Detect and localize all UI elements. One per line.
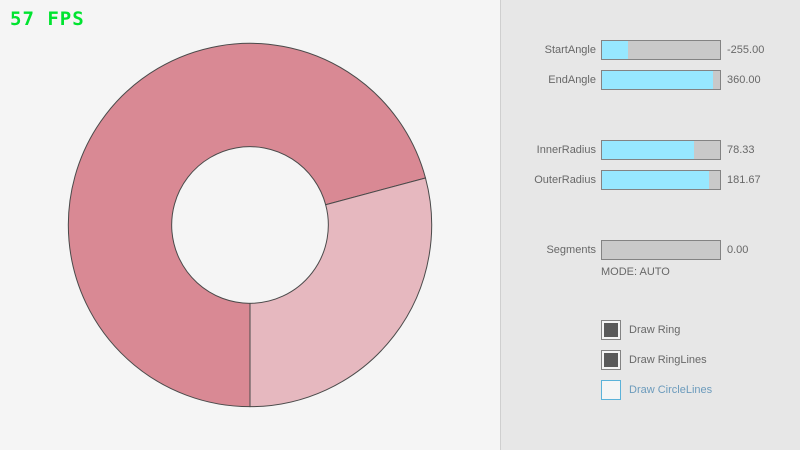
checkbox-row-draw-ringlines: Draw RingLines xyxy=(501,350,800,370)
draw-ringlines-checkbox[interactable] xyxy=(601,350,621,370)
draw-ring-checkbox[interactable] xyxy=(601,320,621,340)
mode-label: MODE: AUTO xyxy=(601,266,670,278)
end-angle-slider[interactable] xyxy=(601,70,721,90)
outer-radius-value: 181.67 xyxy=(727,174,761,186)
ring-segment-double-pass-dark xyxy=(67,42,427,408)
end-angle-value: 360.00 xyxy=(727,74,761,86)
start-angle-label: StartAngle xyxy=(544,44,596,56)
draw-circlelines-checkbox[interactable] xyxy=(601,380,621,400)
draw-ring-checkbox-label: Draw Ring xyxy=(629,324,681,336)
slider-row-outer-radius: OuterRadius 181.67 xyxy=(501,170,800,190)
slider-row-segments: Segments 0.00 xyxy=(501,240,800,260)
segments-slider[interactable] xyxy=(601,240,721,260)
inner-radius-value: 78.33 xyxy=(727,144,755,156)
slider-row-start-angle: StartAngle -255.00 xyxy=(501,40,800,60)
inner-radius-slider[interactable] xyxy=(601,140,721,160)
start-angle-slider[interactable] xyxy=(601,40,721,60)
segments-value: 0.00 xyxy=(727,244,749,256)
start-angle-slider-fill xyxy=(602,41,628,59)
slider-row-end-angle: EndAngle 360.00 xyxy=(501,70,800,90)
ring-segment-single-pass-light xyxy=(249,177,433,408)
fps-counter: 57 FPS xyxy=(10,8,85,30)
end-angle-label: EndAngle xyxy=(548,74,596,86)
draw-circlelines-checkbox-label: Draw CircleLines xyxy=(629,384,713,396)
outer-radius-slider[interactable] xyxy=(601,170,721,190)
outer-radius-label: OuterRadius xyxy=(534,174,596,186)
checkbox-row-draw-circlelines: Draw CircleLines xyxy=(501,380,800,400)
outer-radius-slider-fill xyxy=(602,171,710,189)
draw-ringlines-checkbox-label: Draw RingLines xyxy=(629,354,707,366)
controls-panel: StartAngle -255.00 EndAngle 360.00 Inner… xyxy=(500,0,800,450)
start-angle-value: -255.00 xyxy=(727,44,765,56)
slider-row-inner-radius: InnerRadius 78.33 xyxy=(501,140,800,160)
segments-label: Segments xyxy=(546,244,596,256)
inner-radius-label: InnerRadius xyxy=(536,144,596,156)
inner-radius-slider-fill xyxy=(602,141,695,159)
checkbox-row-draw-ring: Draw Ring xyxy=(501,320,800,340)
end-angle-slider-fill xyxy=(602,71,713,89)
